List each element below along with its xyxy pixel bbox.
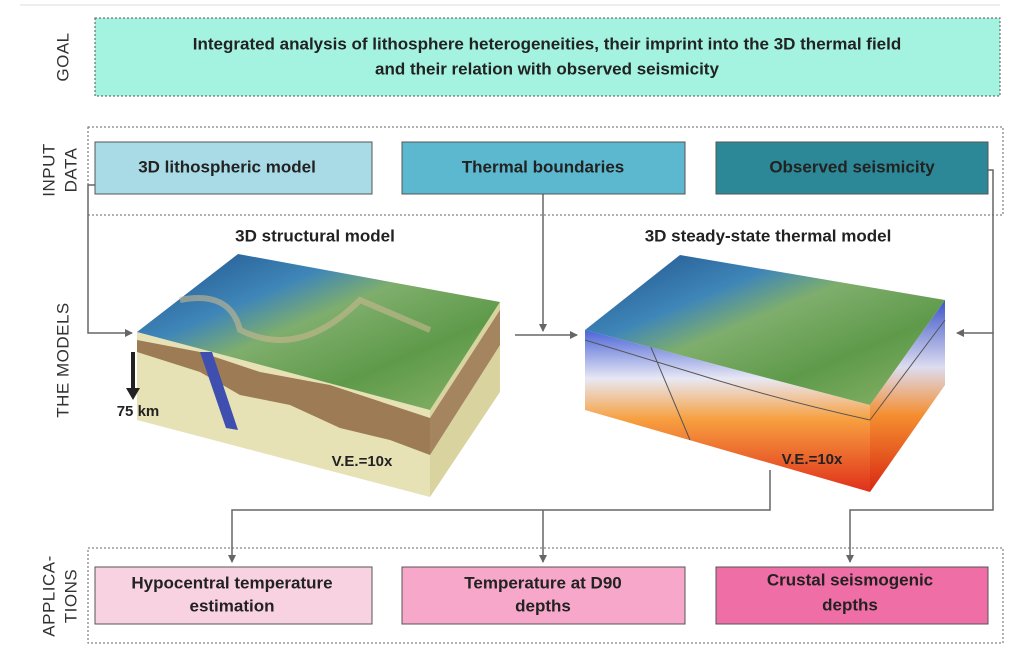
section-label: INPUT (39, 143, 58, 197)
input-box (94, 141, 373, 195)
input-text: 3D lithospheric model (138, 157, 316, 176)
section-label: APPLICA- (39, 555, 58, 636)
section-label: GOAL (53, 32, 72, 81)
model-title: 3D structural model (235, 226, 395, 245)
application-text: depths (515, 596, 571, 615)
application-box (715, 566, 989, 625)
depth-label: 75 km (117, 403, 160, 420)
arrow (956, 169, 994, 337)
application-text: depths (822, 595, 878, 614)
model-title: 3D steady-state thermal model (645, 226, 892, 245)
application-text: Crustal seismogenic (767, 570, 933, 589)
goal-text: and their relation with observed seismic… (375, 59, 719, 78)
section-frame (87, 126, 1004, 216)
section-frame (87, 547, 1004, 644)
application-text: estimation (189, 596, 274, 615)
thermal-block (584, 255, 946, 492)
goal-box (94, 17, 1001, 97)
goal-text: Integrated analysis of lithosphere heter… (193, 34, 901, 53)
depth-arrow (126, 388, 140, 400)
arrow (228, 470, 771, 563)
application-box (401, 566, 686, 625)
exaggeration-label: V.E.=10x (782, 451, 843, 468)
section-label: DATA (61, 147, 80, 192)
application-text: Hypocentral temperature (131, 573, 332, 592)
input-box (715, 141, 989, 195)
section-label: THE MODELS (53, 302, 72, 418)
arrow (87, 184, 133, 337)
section-label: TIONS (61, 569, 80, 623)
exaggeration-label: V.E.=10x (332, 453, 393, 470)
application-box (94, 566, 373, 625)
input-text: Observed seismicity (769, 157, 935, 176)
application-text: Temperature at D90 (464, 573, 621, 592)
input-box (401, 141, 686, 195)
arrow (846, 333, 994, 563)
input-text: Thermal boundaries (462, 157, 624, 176)
structural-block (137, 254, 500, 497)
